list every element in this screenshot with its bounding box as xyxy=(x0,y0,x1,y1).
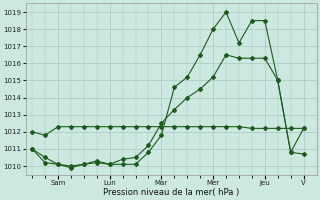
X-axis label: Pression niveau de la mer( hPa ): Pression niveau de la mer( hPa ) xyxy=(103,188,239,197)
